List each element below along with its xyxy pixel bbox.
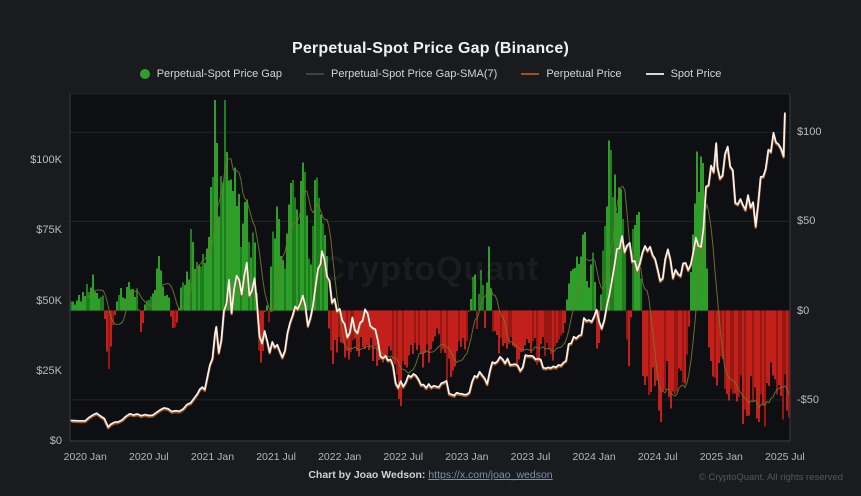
x-axis-label: 2024 Jan <box>572 451 616 463</box>
y-axis-left-label: $0 <box>49 435 62 447</box>
x-axis-label: 2022 Jan <box>318 451 362 463</box>
legend-item-label: Perpetual Price <box>546 68 622 80</box>
copyright-notice: © CryptoQuant. All rights reserved <box>698 472 843 483</box>
legend-circle-marker-icon <box>139 69 150 79</box>
x-axis-label: 2023 Jul <box>510 451 551 463</box>
credit-link[interactable]: https://x.com/joao_wedson <box>428 469 553 481</box>
chart-legend: Perpetual-Spot Price Gap Perpetual-Spot P… <box>0 68 861 80</box>
x-axis-label: 2021 Jan <box>190 451 235 463</box>
chart-title: Perpetual-Spot Price Gap (Binance) <box>291 40 570 57</box>
legend-dash-marker-icon <box>645 73 664 75</box>
y-axis-left-label: $50K <box>36 294 62 307</box>
legend-item-3[interactable]: Spot Price <box>645 68 722 80</box>
x-axis-label: 2023 Jan <box>445 451 489 463</box>
chart-credit: Chart by Joao Wedson: https://x.com/joao… <box>0 469 861 481</box>
y-axis-right-label: -$50 <box>797 393 820 406</box>
y-axis-right-label: $50 <box>797 215 816 228</box>
legend-item-label: Perpetual-Spot Price Gap-SMA(7) <box>331 68 498 80</box>
legend-dash-marker-icon <box>521 73 540 75</box>
x-axis-label: 2021 Jul <box>256 451 296 463</box>
y-axis-left-label: $100K <box>30 154 62 167</box>
y-axis-right-label: $0 <box>797 304 810 317</box>
y-axis-right-label: $100 <box>797 126 822 139</box>
x-axis-label: 2025 Jan <box>699 451 743 463</box>
x-axis-label: 2022 Jul <box>383 451 424 463</box>
legend-item-0[interactable]: Perpetual-Spot Price Gap <box>139 68 283 80</box>
legend-item-1[interactable]: Perpetual-Spot Price Gap-SMA(7) <box>306 68 497 80</box>
x-axis-label: 2025 Jul <box>765 451 805 463</box>
legend-dash-marker-icon <box>306 73 325 75</box>
x-axis-label: 2020 Jan <box>63 451 107 463</box>
legend-item-label: Perpetual-Spot Price Gap <box>156 68 283 80</box>
credit-author-label: Chart by Joao Wedson: <box>308 469 426 481</box>
y-axis-left-label: $75K <box>36 224 62 237</box>
plot-background <box>70 94 790 441</box>
x-axis-label: 2020 Jul <box>129 451 169 463</box>
x-axis-label: 2024 Jul <box>637 451 678 463</box>
y-axis-left-label: $25K <box>36 364 62 377</box>
legend-item-label: Spot Price <box>670 68 722 80</box>
legend-item-2[interactable]: Perpetual Price <box>521 68 622 80</box>
